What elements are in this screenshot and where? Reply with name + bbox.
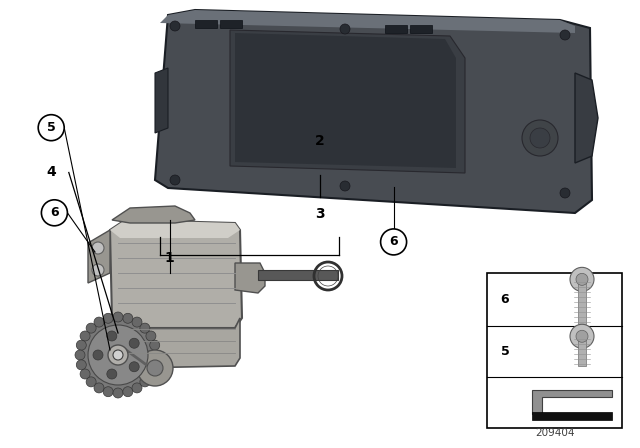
Polygon shape [88, 230, 110, 283]
Circle shape [113, 312, 123, 322]
Bar [578, 280, 586, 324]
Circle shape [150, 340, 160, 350]
Text: 6: 6 [500, 293, 509, 306]
Polygon shape [112, 206, 195, 223]
Circle shape [75, 350, 85, 360]
Circle shape [88, 325, 148, 385]
Polygon shape [410, 25, 432, 33]
Circle shape [123, 387, 133, 397]
Circle shape [560, 30, 570, 40]
Polygon shape [160, 10, 575, 33]
Polygon shape [385, 25, 407, 33]
Circle shape [381, 229, 406, 255]
Circle shape [151, 350, 161, 360]
Circle shape [140, 323, 150, 333]
Circle shape [129, 362, 139, 372]
Circle shape [94, 383, 104, 393]
Circle shape [522, 120, 558, 156]
Circle shape [103, 313, 113, 323]
Text: 6: 6 [50, 206, 59, 220]
Polygon shape [230, 30, 465, 173]
Bar [487, 273, 622, 428]
Polygon shape [195, 20, 217, 28]
Circle shape [86, 323, 96, 333]
Circle shape [170, 175, 180, 185]
Text: 2: 2 [315, 134, 325, 148]
Circle shape [340, 24, 350, 34]
Circle shape [94, 317, 104, 327]
Bar [258, 270, 338, 280]
Text: 209404: 209404 [535, 428, 575, 438]
Circle shape [107, 369, 117, 379]
Circle shape [103, 387, 113, 397]
Text: 3: 3 [315, 207, 325, 221]
Circle shape [170, 21, 180, 31]
Circle shape [80, 331, 90, 341]
Polygon shape [235, 263, 265, 293]
Circle shape [576, 273, 588, 285]
Polygon shape [110, 220, 240, 238]
Polygon shape [155, 10, 592, 213]
Polygon shape [575, 73, 598, 163]
Circle shape [38, 115, 64, 141]
Text: 5: 5 [500, 345, 509, 358]
Polygon shape [532, 390, 612, 414]
Polygon shape [235, 33, 456, 168]
Circle shape [147, 360, 163, 376]
Text: 1: 1 [164, 251, 175, 265]
Circle shape [93, 350, 103, 360]
Circle shape [76, 340, 86, 350]
Circle shape [340, 181, 350, 191]
Text: 6: 6 [389, 235, 398, 249]
Bar [532, 413, 612, 420]
Circle shape [86, 377, 96, 387]
Circle shape [137, 350, 173, 386]
Circle shape [80, 369, 90, 379]
Circle shape [92, 264, 104, 276]
Circle shape [140, 377, 150, 387]
Polygon shape [220, 20, 242, 28]
Circle shape [560, 188, 570, 198]
Circle shape [570, 324, 594, 348]
Circle shape [108, 345, 128, 365]
Circle shape [107, 331, 117, 341]
Circle shape [80, 317, 156, 393]
Circle shape [129, 338, 139, 348]
Circle shape [530, 128, 550, 148]
Circle shape [123, 313, 133, 323]
Circle shape [146, 369, 156, 379]
Circle shape [76, 360, 86, 370]
Text: 5: 5 [47, 121, 56, 134]
Polygon shape [155, 68, 168, 133]
Circle shape [132, 317, 142, 327]
Circle shape [150, 360, 160, 370]
Circle shape [113, 388, 123, 398]
Polygon shape [110, 220, 242, 328]
Polygon shape [112, 318, 240, 368]
Circle shape [132, 383, 142, 393]
Circle shape [42, 200, 67, 226]
Text: 4: 4 [46, 165, 56, 180]
Bar [578, 336, 586, 366]
Circle shape [576, 330, 588, 342]
Circle shape [92, 242, 104, 254]
Circle shape [113, 350, 123, 360]
Circle shape [146, 331, 156, 341]
Circle shape [570, 267, 594, 291]
